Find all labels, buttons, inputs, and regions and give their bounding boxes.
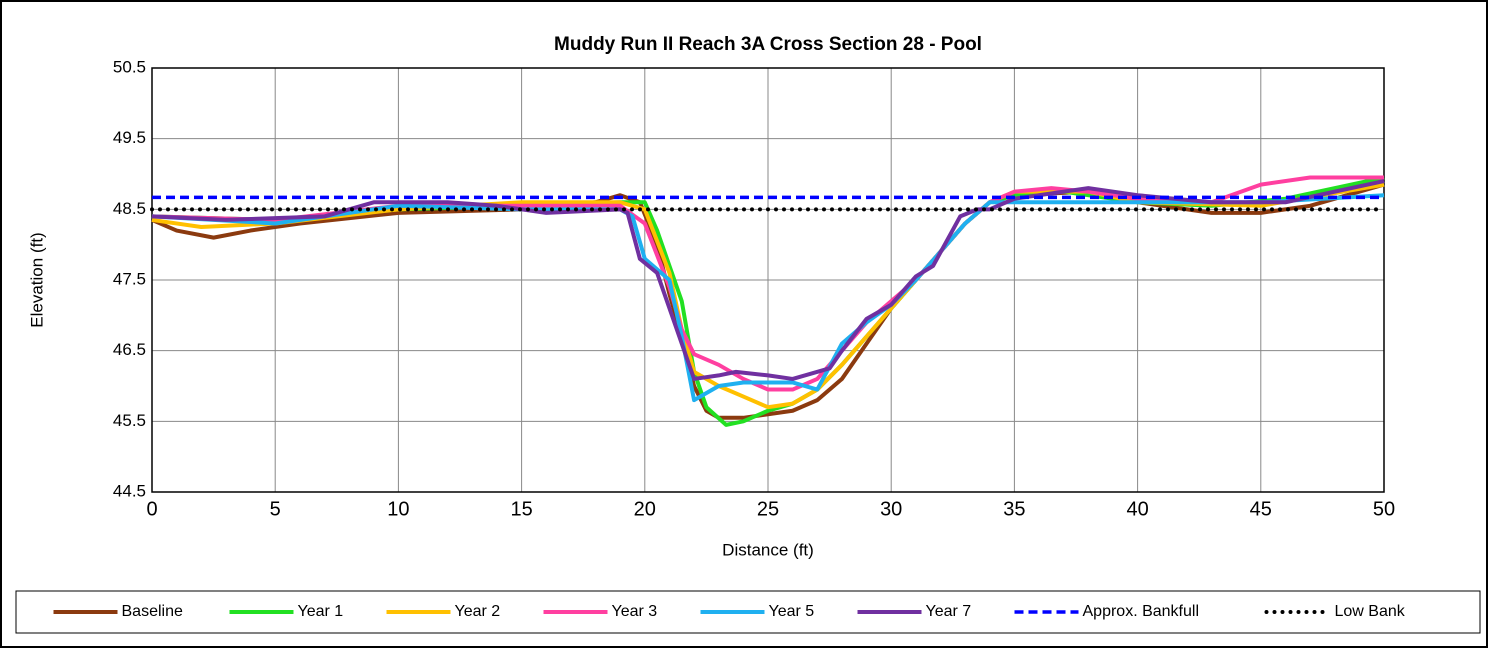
y-axis-label: Elevation (ft): [27, 232, 46, 327]
legend-label: Year 5: [769, 603, 815, 620]
x-tick-label: 20: [634, 498, 656, 520]
y-tick-label: 47.5: [113, 269, 146, 288]
x-tick-label: 25: [757, 498, 779, 520]
y-tick-label: 49.5: [113, 128, 146, 147]
legend-label: Year 1: [298, 603, 344, 620]
x-tick-label: 10: [387, 498, 409, 520]
legend-label: Low Bank: [1335, 603, 1406, 620]
x-tick-label: 15: [510, 498, 532, 520]
y-tick-label: 44.5: [113, 481, 146, 500]
legend-label: Baseline: [122, 603, 183, 620]
legend-label: Year 2: [455, 603, 501, 620]
x-axis-label: Distance (ft): [722, 540, 814, 559]
legend-label: Approx. Bankfull: [1083, 603, 1200, 620]
x-tick-label: 40: [1126, 498, 1148, 520]
legend-box: [15, 590, 1481, 634]
x-tick-label: 50: [1373, 498, 1395, 520]
y-tick-label: 50.5: [113, 57, 146, 76]
plot-area: [151, 67, 1385, 493]
y-tick-label: 48.5: [113, 199, 146, 218]
x-tick-label: 5: [270, 498, 281, 520]
y-tick-label: 45.5: [113, 411, 146, 430]
legend-label: Year 3: [612, 603, 658, 620]
chart-title: Muddy Run II Reach 3A Cross Section 28 -…: [554, 34, 982, 55]
x-tick-label: 35: [1003, 498, 1025, 520]
legend-label: Year 7: [926, 603, 972, 620]
x-tick-label: 45: [1250, 498, 1272, 520]
x-tick-label: 30: [880, 498, 902, 520]
x-tick-label: 0: [146, 498, 157, 520]
y-tick-label: 46.5: [113, 340, 146, 359]
